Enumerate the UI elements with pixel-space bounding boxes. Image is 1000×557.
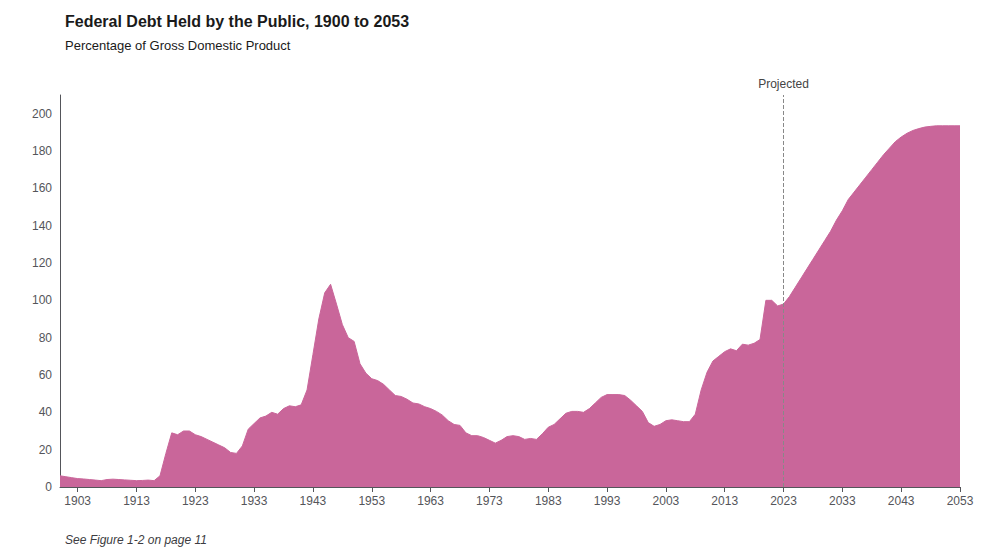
svg-text:1973: 1973: [476, 494, 503, 508]
svg-text:40: 40: [39, 405, 53, 419]
svg-text:1923: 1923: [182, 494, 209, 508]
svg-text:1963: 1963: [417, 494, 444, 508]
svg-text:1913: 1913: [123, 494, 150, 508]
svg-text:100: 100: [32, 293, 52, 307]
svg-text:0: 0: [45, 480, 52, 494]
svg-text:2053: 2053: [947, 494, 974, 508]
svg-text:2043: 2043: [888, 494, 915, 508]
svg-text:1983: 1983: [535, 494, 562, 508]
svg-text:160: 160: [32, 181, 52, 195]
svg-text:2033: 2033: [829, 494, 856, 508]
svg-text:20: 20: [39, 443, 53, 457]
svg-text:2013: 2013: [711, 494, 738, 508]
svg-text:1933: 1933: [241, 494, 268, 508]
svg-text:140: 140: [32, 219, 52, 233]
svg-text:60: 60: [39, 368, 53, 382]
svg-text:180: 180: [32, 144, 52, 158]
svg-text:200: 200: [32, 107, 52, 121]
svg-text:1953: 1953: [358, 494, 385, 508]
svg-text:Projected: Projected: [758, 77, 809, 91]
svg-text:Percentage of Gross Domestic P: Percentage of Gross Domestic Product: [65, 38, 291, 53]
svg-text:Federal Debt Held by the Publi: Federal Debt Held by the Public, 1900 to…: [65, 13, 409, 30]
svg-text:See Figure 1-2 on page 11: See Figure 1-2 on page 11: [65, 533, 207, 547]
svg-text:2023: 2023: [770, 494, 797, 508]
svg-text:1993: 1993: [594, 494, 621, 508]
svg-text:2003: 2003: [653, 494, 680, 508]
svg-text:1903: 1903: [64, 494, 91, 508]
svg-text:120: 120: [32, 256, 52, 270]
svg-text:1943: 1943: [300, 494, 327, 508]
svg-text:80: 80: [39, 331, 53, 345]
